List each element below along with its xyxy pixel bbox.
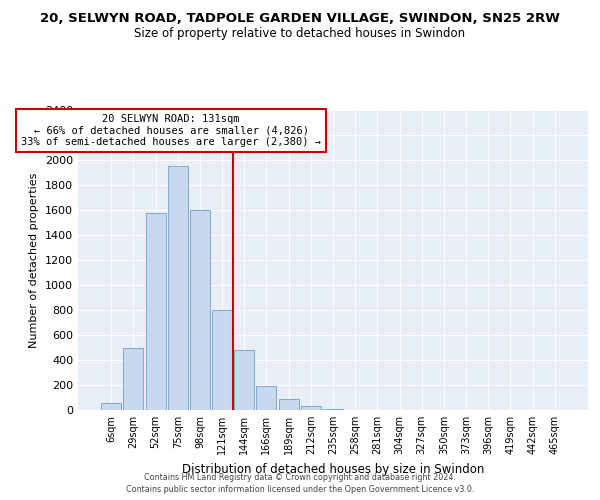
Bar bbox=[124, 348, 143, 410]
Bar bbox=[301, 406, 321, 410]
Text: 20, SELWYN ROAD, TADPOLE GARDEN VILLAGE, SWINDON, SN25 2RW: 20, SELWYN ROAD, TADPOLE GARDEN VILLAGE,… bbox=[40, 12, 560, 26]
Text: Size of property relative to detached houses in Swindon: Size of property relative to detached ho… bbox=[134, 28, 466, 40]
Text: Contains HM Land Registry data © Crown copyright and database right 2024.: Contains HM Land Registry data © Crown c… bbox=[144, 472, 456, 482]
Bar bbox=[146, 212, 166, 410]
Bar bbox=[101, 403, 121, 410]
X-axis label: Distribution of detached houses by size in Swindon: Distribution of detached houses by size … bbox=[182, 462, 484, 475]
Bar bbox=[256, 386, 277, 410]
Bar bbox=[190, 210, 210, 410]
Text: 20 SELWYN ROAD: 131sqm
← 66% of detached houses are smaller (4,826)
33% of semi-: 20 SELWYN ROAD: 131sqm ← 66% of detached… bbox=[21, 114, 321, 147]
Bar bbox=[168, 166, 188, 410]
Bar bbox=[234, 350, 254, 410]
Text: Contains public sector information licensed under the Open Government Licence v3: Contains public sector information licen… bbox=[126, 485, 474, 494]
Bar bbox=[212, 310, 232, 410]
Bar bbox=[278, 399, 299, 410]
Y-axis label: Number of detached properties: Number of detached properties bbox=[29, 172, 40, 348]
